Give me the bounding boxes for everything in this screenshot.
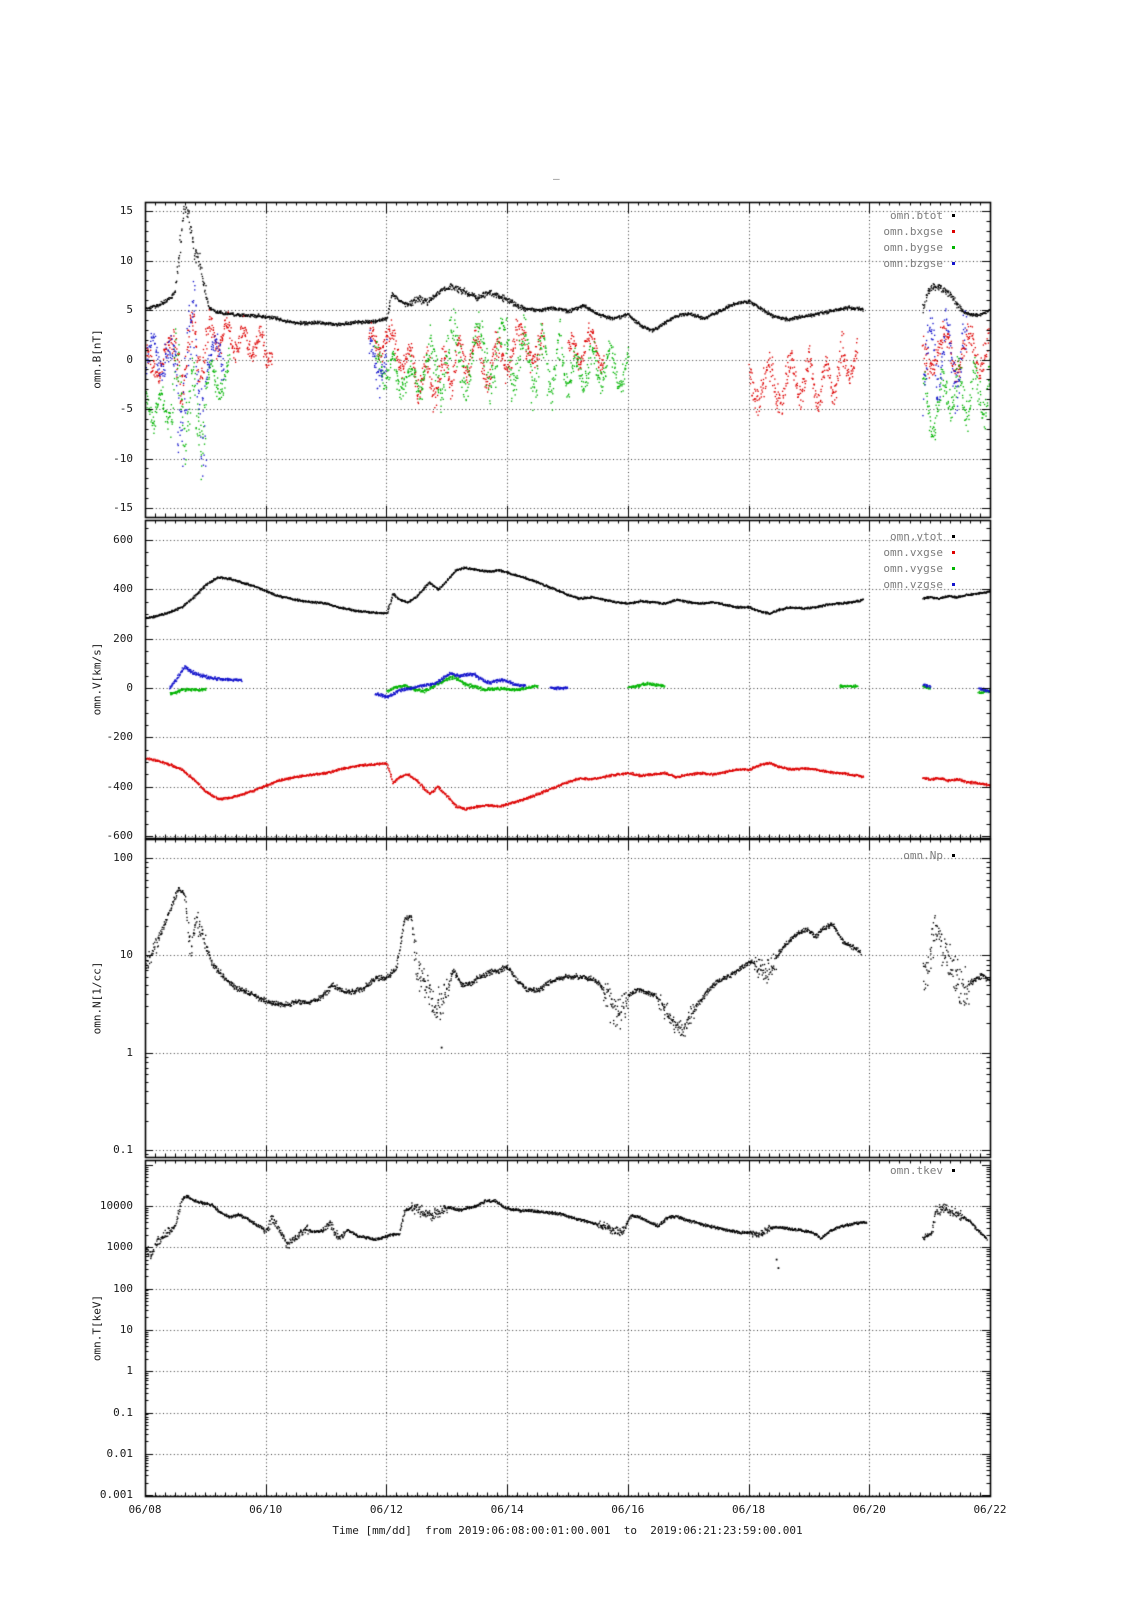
legend-item-omn.bxgse: omn.bxgse [883, 224, 955, 238]
legend-marker-dot [952, 582, 955, 586]
y-tick-label: 5 [126, 303, 133, 316]
legend-marker-dot [952, 566, 955, 570]
y-tick-label: 1 [126, 1045, 133, 1059]
legend-marker-dot [952, 245, 955, 249]
legend-item-omn.tkev: omn.tkev [890, 1163, 955, 1177]
x-tick-label: 06/16 [611, 1503, 645, 1516]
y-tick-label: -400 [106, 779, 134, 793]
legend-label: omn.tkev [890, 1163, 943, 1177]
legend-marker-dot [952, 1168, 955, 1172]
y-tick-label: -5 [119, 402, 133, 415]
legend-label: omn.Np [903, 848, 943, 862]
legend-marker-dot [952, 261, 955, 265]
legend-item-omn.vzgse: omn.vzgse [883, 577, 955, 591]
y-tick-label: -10 [113, 451, 133, 465]
legend-marker-dot [952, 229, 955, 233]
y-tick-label: 0 [126, 681, 133, 694]
y-tick-label: -15 [113, 501, 133, 514]
legend-item-omn.bygse: omn.bygse [883, 240, 955, 254]
legend-label: omn.bzgse [883, 256, 943, 270]
legend-item-omn.vxgse: omn.vxgse [883, 545, 955, 559]
y-tick-label: 0.001 [99, 1488, 133, 1502]
x-tick-label: 06/14 [490, 1503, 524, 1516]
y-tick-label: 100 [113, 851, 133, 864]
legend-item-omn.Np: omn.Np [903, 848, 955, 862]
x-axis-title: Time [mm/dd] from 2019:06:08:00:01:00.00… [332, 1524, 803, 1537]
legend-item-omn.bzgse: omn.bzgse [883, 256, 955, 270]
y-tick-label: 1000 [106, 1240, 134, 1254]
x-tick-label: 06/12 [369, 1503, 403, 1516]
legend-label: omn.vzgse [883, 577, 943, 591]
legend-marker-dot [952, 550, 955, 554]
legend-marker-dot [952, 534, 955, 538]
y-tick-label: 0.1 [113, 1405, 133, 1419]
y-tick-label: 10 [119, 1322, 133, 1336]
x-tick-label: 06/22 [973, 1503, 1007, 1516]
x-tick-label: 06/20 [852, 1503, 886, 1516]
y-tick-label: 0.1 [113, 1142, 133, 1156]
y-tick-label: 10 [119, 253, 133, 267]
y-tick-label: 0.01 [106, 1446, 134, 1460]
legend-label: omn.vxgse [883, 545, 943, 559]
y-tick-label: 100 [113, 1281, 133, 1295]
y-tick-label: 15 [119, 204, 133, 217]
legend-marker-dot [952, 213, 955, 217]
x-tick-label: 06/08 [128, 1503, 162, 1516]
figure-tiny-title: — [553, 172, 560, 185]
legend-label: omn.vygse [883, 561, 943, 575]
y-tick-label: 200 [113, 631, 133, 645]
legend-item-omn.vtot: omn.vtot [890, 529, 955, 543]
legend-item-omn.btot: omn.btot [890, 208, 955, 222]
legend-marker-dot [952, 853, 955, 857]
legend-label: omn.vtot [890, 529, 943, 543]
y-tick-label: -600 [106, 829, 134, 843]
y-tick-label: 1 [126, 1364, 133, 1378]
legend-label: omn.bygse [883, 240, 943, 254]
legend-label: omn.bxgse [883, 224, 943, 238]
y-tick-label: -200 [106, 730, 134, 744]
y-axis-label-v: omn.V[km/s] [90, 642, 104, 716]
y-axis-label-n: omn.N[1/cc] [90, 961, 104, 1035]
x-tick-label: 06/18 [732, 1503, 766, 1516]
y-tick-label: 10 [119, 948, 133, 962]
x-tick-label: 06/10 [249, 1503, 283, 1516]
y-tick-label: 600 [113, 532, 133, 546]
y-tick-label: 10000 [99, 1199, 133, 1212]
y-tick-label: 0 [126, 352, 133, 366]
y-tick-label: 400 [113, 582, 133, 596]
legend-item-omn.vygse: omn.vygse [883, 561, 955, 575]
legend-label: omn.btot [890, 208, 943, 222]
